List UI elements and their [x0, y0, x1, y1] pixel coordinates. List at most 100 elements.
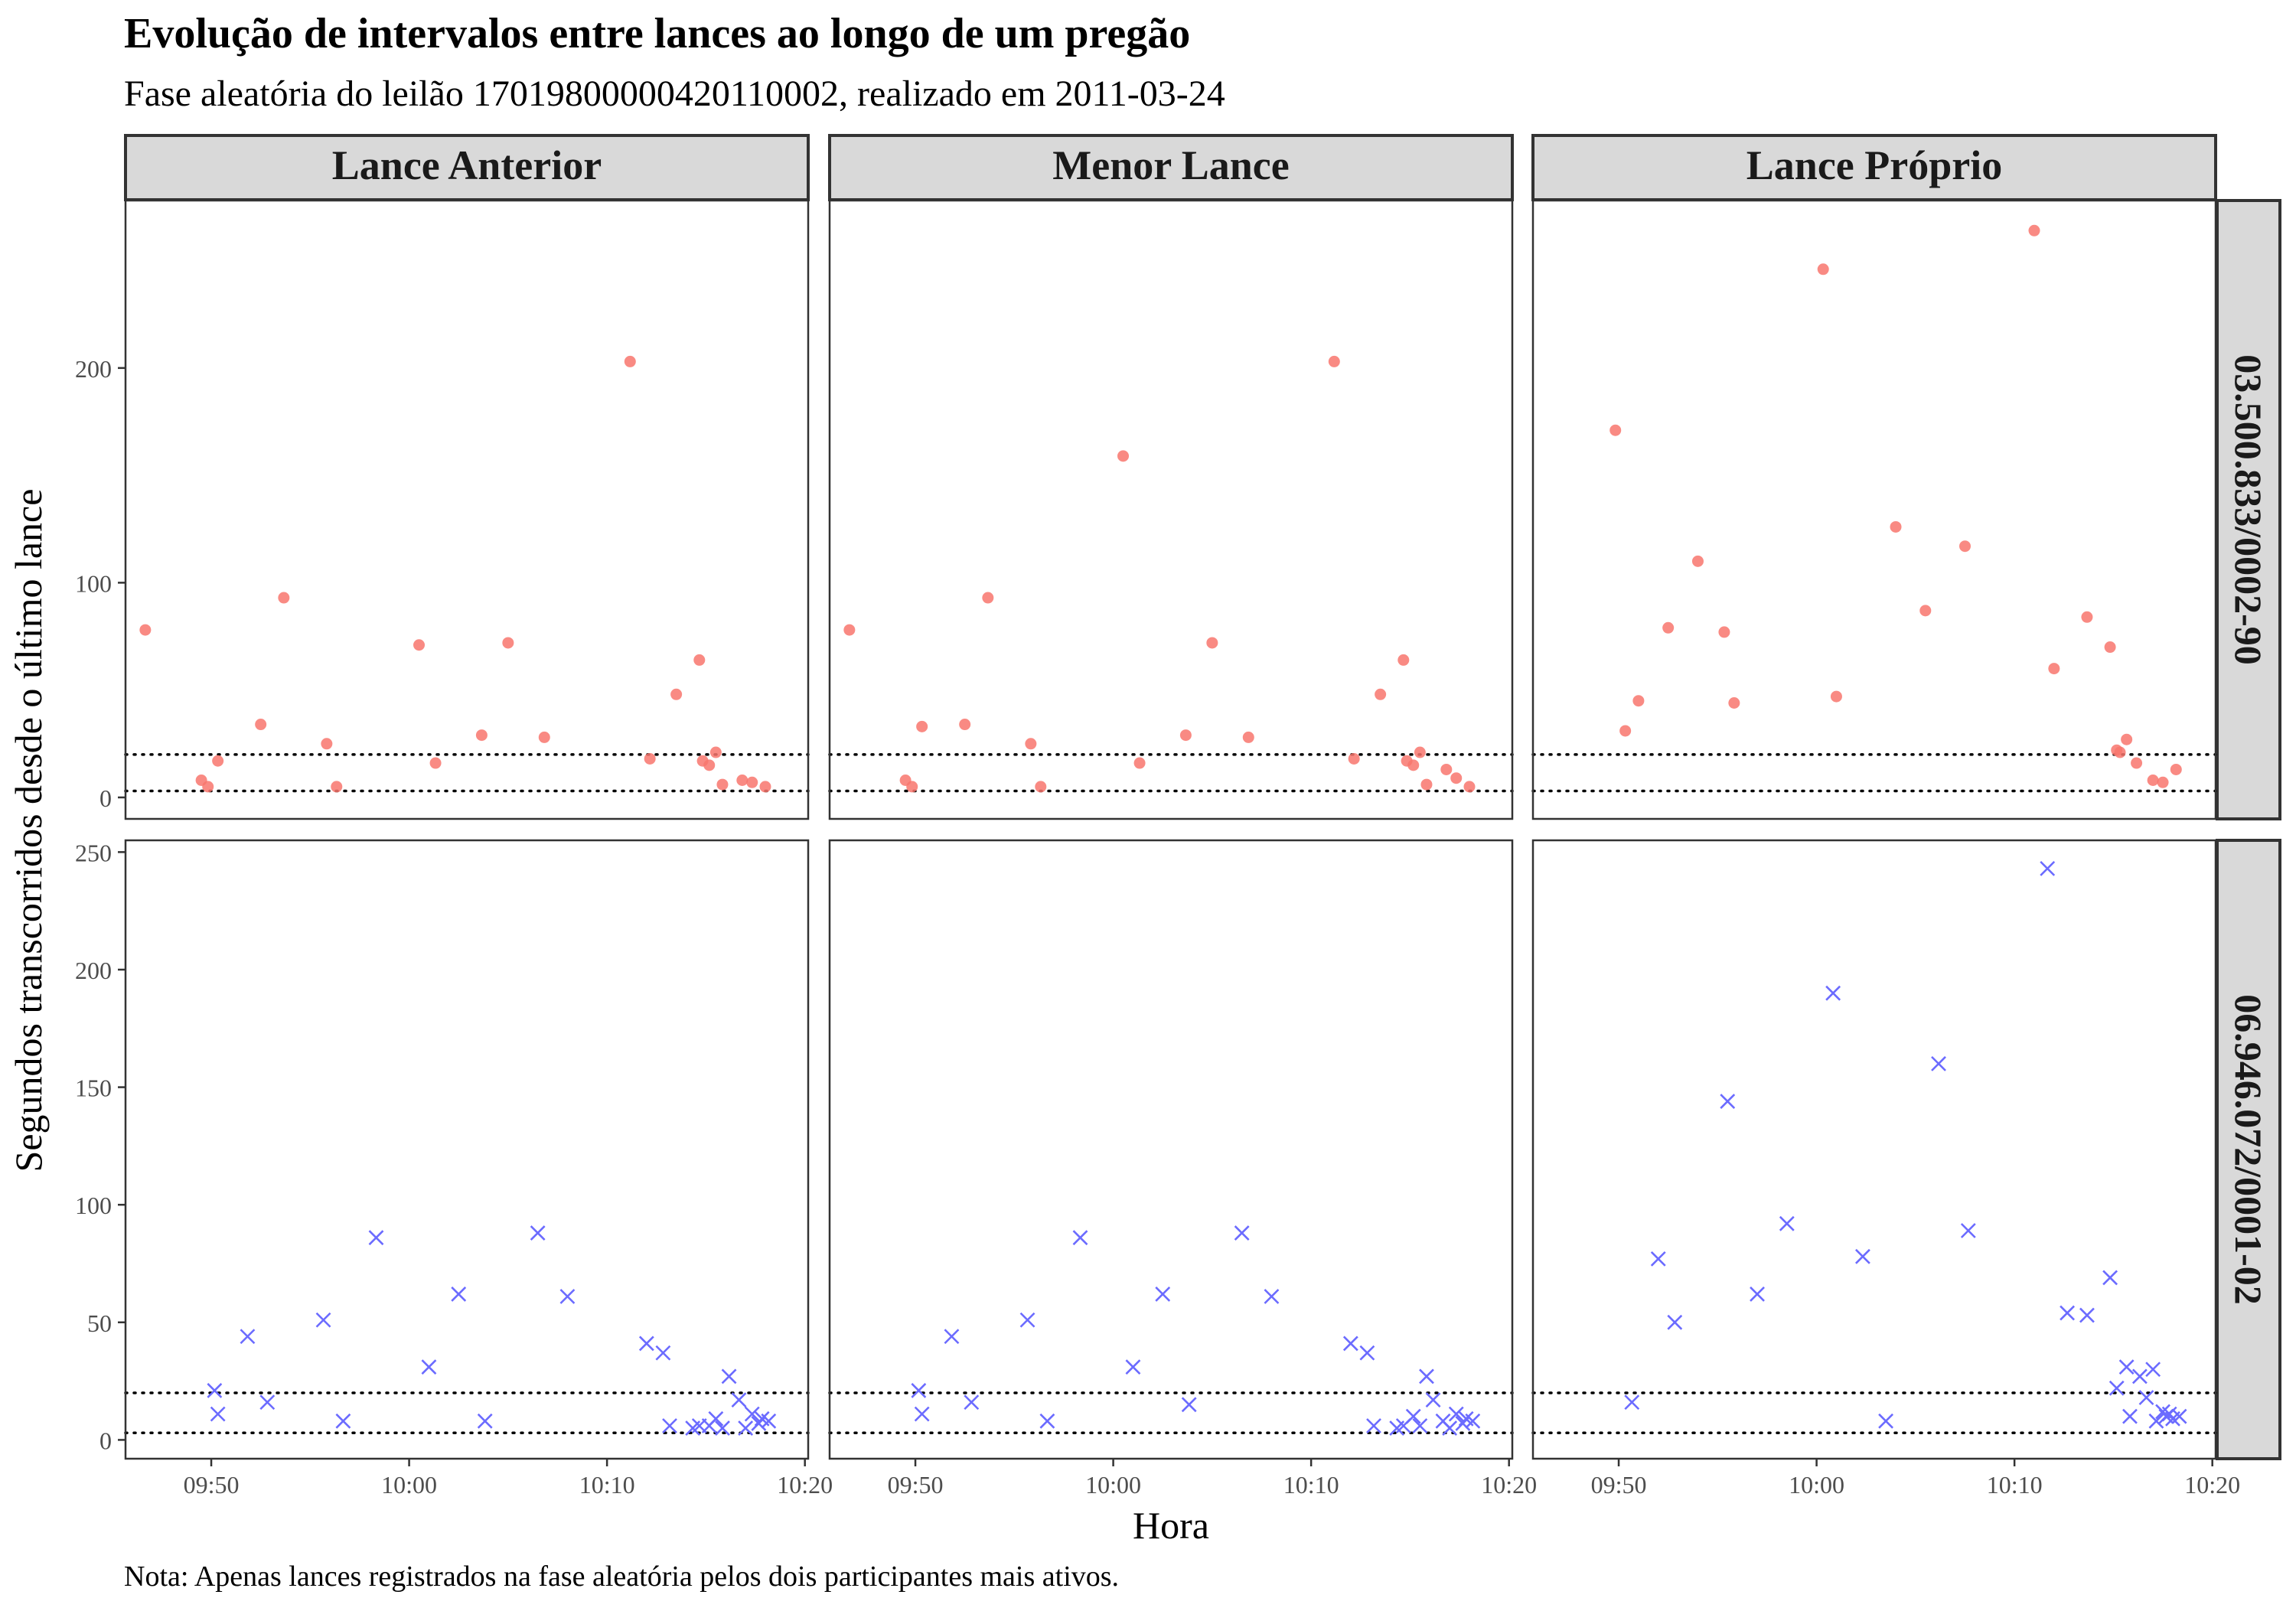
- data-point: [944, 1329, 960, 1345]
- panel-border: [124, 839, 810, 1460]
- x-tick-label: 10:00: [1085, 1471, 1141, 1498]
- data-point: [1855, 1248, 1870, 1264]
- data-point: [738, 1420, 754, 1436]
- data-point: [2104, 641, 2116, 654]
- x-tick-label: 09:50: [184, 1471, 240, 1498]
- data-point: [1206, 637, 1218, 649]
- data-point: [1264, 1289, 1280, 1304]
- y-tick-label: 50: [87, 1309, 112, 1337]
- data-point: [139, 624, 152, 636]
- data-point: [638, 1335, 654, 1352]
- data-point: [2079, 1307, 2095, 1323]
- data-point: [1375, 688, 1387, 700]
- data-point: [906, 781, 918, 793]
- data-point: [538, 731, 550, 743]
- panel-border: [1531, 199, 2217, 820]
- panel-border: [124, 199, 810, 820]
- data-point: [1619, 725, 1632, 737]
- y-tick-label: 200: [75, 355, 112, 383]
- data-point: [212, 755, 224, 767]
- data-point: [655, 1345, 671, 1361]
- x-tick-label: 10:10: [579, 1471, 635, 1498]
- data-point: [2060, 1305, 2076, 1321]
- data-point: [1465, 1413, 1481, 1429]
- data-point: [2122, 1408, 2138, 1424]
- data-point: [1181, 1397, 1197, 1413]
- data-point: [1960, 1223, 1976, 1238]
- data-point: [429, 757, 442, 769]
- data-point: [1878, 1413, 1893, 1429]
- data-point: [624, 355, 636, 367]
- data-point: [2148, 1413, 2164, 1429]
- data-point: [2040, 860, 2056, 876]
- data-point: [1348, 752, 1360, 765]
- data-point: [475, 729, 488, 742]
- data-point: [982, 592, 994, 604]
- y-tick-label: 150: [75, 1075, 112, 1102]
- data-point: [2131, 757, 2143, 769]
- data-point: [2102, 1270, 2118, 1286]
- panel-bg: [830, 201, 1512, 819]
- data-point: [255, 719, 267, 731]
- data-point: [1425, 1392, 1441, 1408]
- row-strip-label: 06.946.072/0001-02: [2227, 994, 2270, 1305]
- data-point: [709, 746, 722, 758]
- data-point: [2028, 224, 2040, 236]
- data-point: [1412, 1418, 1428, 1433]
- data-point: [1919, 605, 1932, 617]
- data-point: [1440, 763, 1453, 775]
- data-point: [202, 781, 214, 793]
- data-point: [1609, 424, 1622, 436]
- data-point: [1133, 757, 1146, 769]
- facet-strip-0: [124, 134, 810, 201]
- data-point: [1959, 540, 1971, 553]
- chart-caption: Nota: Apenas lances registrados na fase …: [124, 1560, 1119, 1593]
- data-point: [2147, 775, 2159, 786]
- panel-bg: [1533, 840, 2216, 1459]
- data-point: [1890, 520, 1902, 533]
- data-point: [843, 624, 856, 636]
- data-point: [736, 775, 748, 786]
- data-point: [1662, 621, 1675, 634]
- x-tick-label: 10:00: [381, 1471, 437, 1498]
- data-point: [331, 781, 343, 793]
- data-point: [916, 720, 928, 732]
- data-point: [744, 1406, 760, 1422]
- data-point: [2145, 1362, 2161, 1378]
- data-point: [1419, 1368, 1434, 1384]
- data-point: [1463, 781, 1476, 793]
- data-point: [959, 719, 971, 731]
- data-point: [1718, 626, 1730, 638]
- x-tick-label: 09:50: [1591, 1471, 1647, 1498]
- data-point: [335, 1413, 351, 1429]
- data-point: [315, 1312, 331, 1328]
- data-point: [413, 639, 426, 651]
- data-point: [530, 1225, 546, 1241]
- data-point: [1039, 1413, 1055, 1429]
- data-point: [1242, 731, 1254, 743]
- y-tick-label: 200: [75, 957, 112, 984]
- facet-strip-label: Lance Próprio: [1746, 142, 2002, 188]
- data-point: [240, 1329, 256, 1345]
- x-tick-label: 10:20: [1481, 1471, 1537, 1498]
- data-point: [1025, 738, 1037, 750]
- data-point: [1728, 697, 1740, 709]
- data-point: [1667, 1314, 1683, 1330]
- panel-border: [1531, 839, 2217, 1460]
- x-tick-label: 10:10: [1987, 1471, 2043, 1498]
- data-point: [1035, 781, 1047, 793]
- data-point: [2157, 776, 2169, 788]
- data-point: [693, 654, 706, 666]
- panel-border: [828, 839, 1514, 1460]
- data-point: [1407, 759, 1420, 771]
- facet-strip-1: [828, 134, 1514, 201]
- data-point: [1019, 1312, 1035, 1328]
- data-point: [721, 1368, 737, 1384]
- data-point: [1234, 1225, 1250, 1241]
- data-point: [2118, 1359, 2135, 1375]
- data-point: [716, 778, 729, 791]
- row-strip-1: [2216, 839, 2281, 1460]
- data-point: [1359, 1345, 1375, 1361]
- panel-bg: [126, 201, 808, 819]
- data-point: [1397, 654, 1410, 666]
